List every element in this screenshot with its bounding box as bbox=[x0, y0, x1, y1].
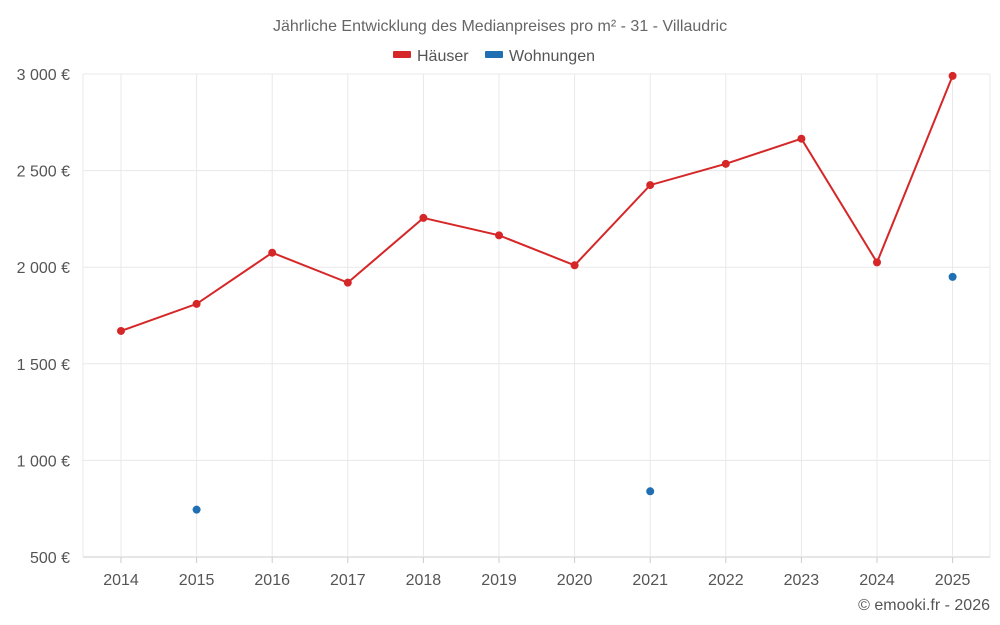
grid bbox=[82, 73, 991, 558]
x-tick-label: 2014 bbox=[103, 572, 139, 589]
series-haeuser bbox=[117, 71, 957, 335]
x-tick-label: 2019 bbox=[481, 572, 517, 589]
x-tick-label: 2022 bbox=[708, 572, 744, 589]
legend-label-wohnungen: Wohnungen bbox=[509, 48, 595, 65]
data-point-haeuser-2014[interactable] bbox=[117, 326, 125, 335]
y-tick-label: 1 000 € bbox=[17, 453, 70, 470]
legend-item-wohnungen[interactable]: Wohnungen bbox=[485, 48, 595, 65]
chart-title: Jährliche Entwicklung des Medianpreises … bbox=[273, 18, 727, 35]
data-point-wohnungen-2025[interactable] bbox=[948, 272, 957, 281]
y-tick-label: 3 000 € bbox=[17, 67, 70, 84]
legend-label-haeuser: Häuser bbox=[417, 48, 469, 65]
x-tick-label: 2023 bbox=[784, 572, 820, 589]
data-point-wohnungen-2015[interactable] bbox=[192, 505, 201, 514]
data-point-haeuser-2019[interactable] bbox=[495, 231, 503, 240]
x-tick-label: 2016 bbox=[254, 572, 290, 589]
x-axis-ticks: 2014 2015 2016 2017 2018 2019 2020 2021 2022 2023… bbox=[103, 557, 970, 589]
data-point-haeuser-2016[interactable] bbox=[268, 248, 277, 257]
data-point-wohnungen-2021[interactable] bbox=[646, 487, 655, 496]
data-point-haeuser-2015[interactable] bbox=[192, 299, 201, 308]
x-tick-label: 2020 bbox=[557, 572, 593, 589]
series bbox=[117, 71, 957, 514]
y-tick-label: 2 000 € bbox=[17, 260, 70, 277]
x-tick-label: 2025 bbox=[935, 572, 971, 589]
y-tick-label: 2 500 € bbox=[17, 164, 70, 181]
data-point-haeuser-2024[interactable] bbox=[873, 258, 881, 267]
legend-swatch-wohnungen bbox=[485, 51, 503, 58]
data-point-haeuser-2018[interactable] bbox=[419, 213, 428, 222]
legend-swatch-haeuser bbox=[393, 51, 411, 58]
x-tick-label: 2024 bbox=[859, 572, 895, 589]
legend-item-haeuser[interactable]: Häuser bbox=[393, 48, 469, 65]
data-point-haeuser-2025[interactable] bbox=[948, 71, 957, 80]
x-tick-label: 2018 bbox=[406, 572, 442, 589]
y-tick-label: 1 500 € bbox=[17, 357, 70, 374]
y-axis-ticks: 3 000 € 2 500 € 2 000 € 1 500 € 1 000 € 500 € bbox=[17, 67, 70, 567]
data-point-haeuser-2017[interactable] bbox=[343, 278, 352, 287]
y-tick-label: 500 € bbox=[30, 550, 70, 567]
data-point-haeuser-2022[interactable] bbox=[721, 159, 730, 168]
x-tick-label: 2017 bbox=[330, 572, 366, 589]
series-wohnungen bbox=[192, 272, 957, 514]
data-point-haeuser-2020[interactable] bbox=[570, 261, 579, 270]
data-point-haeuser-2021[interactable] bbox=[646, 181, 655, 190]
legend: Häuser Wohnungen bbox=[393, 48, 595, 65]
data-point-haeuser-2023[interactable] bbox=[797, 134, 806, 143]
x-tick-label: 2015 bbox=[179, 572, 215, 589]
series-line-haeuser bbox=[120, 75, 954, 332]
credit-text: © emooki.fr - 2026 bbox=[858, 597, 990, 614]
x-tick-label: 2021 bbox=[632, 572, 668, 589]
